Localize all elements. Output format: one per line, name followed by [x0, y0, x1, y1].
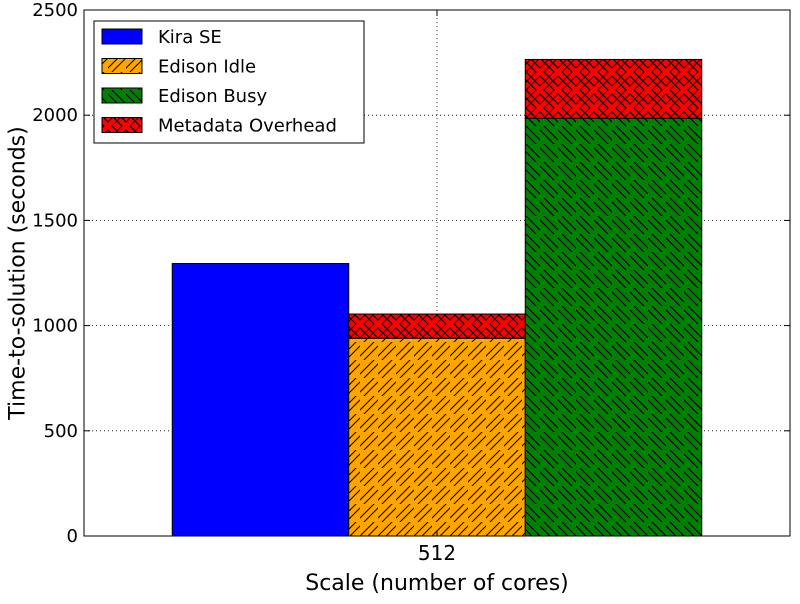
legend-label: Edison Busy — [158, 86, 267, 107]
y-tick-label: 0 — [67, 526, 78, 547]
legend-swatch-metadata-overhead-hatch — [102, 117, 142, 133]
x-tick-label: 512 — [418, 541, 456, 565]
y-axis-label: Time-to-solution (seconds) — [6, 126, 31, 420]
legend: Kira SE Edison Idle Edison Busy Metadata Ov… — [93, 20, 365, 144]
ticks: 0 500 1000 1500 2000 2500 512 — [32, 0, 790, 565]
bar-metadata-overhead-hatch — [348, 314, 526, 339]
bar-edison-busy-hatch — [525, 118, 702, 536]
bar-edison-idle-hatch — [348, 338, 526, 536]
legend-label: Metadata Overhead — [158, 116, 337, 137]
y-tick-label: 1000 — [32, 316, 78, 337]
x-axis-label: Scale (number of cores) — [305, 571, 569, 596]
legend-swatch-metadata-overhead-outline — [101, 117, 143, 133]
legend-swatch-edison-idle-outline — [101, 58, 143, 74]
legend-swatch-edison-busy-outline — [101, 87, 143, 104]
legend-swatch-edison-idle-hatch — [102, 58, 142, 74]
y-tick-label: 500 — [44, 421, 78, 442]
bar-kira-se — [172, 263, 349, 536]
y-tick-label: 2500 — [32, 0, 78, 21]
legend-swatch-edison-busy-hatch — [102, 88, 142, 103]
bar-metadata-overhead-hatch — [525, 59, 702, 119]
legend-swatch-kira-se-outline — [101, 28, 143, 45]
bars — [171, 58, 703, 537]
legend-swatch-kira-se — [102, 29, 142, 44]
legend-label: Edison Idle — [158, 57, 256, 78]
y-tick-label: 1500 — [32, 210, 78, 231]
legend-label: Kira SE — [158, 27, 222, 48]
y-tick-label: 2000 — [32, 105, 78, 126]
bar-metadata-overhead-outline — [524, 58, 703, 119]
